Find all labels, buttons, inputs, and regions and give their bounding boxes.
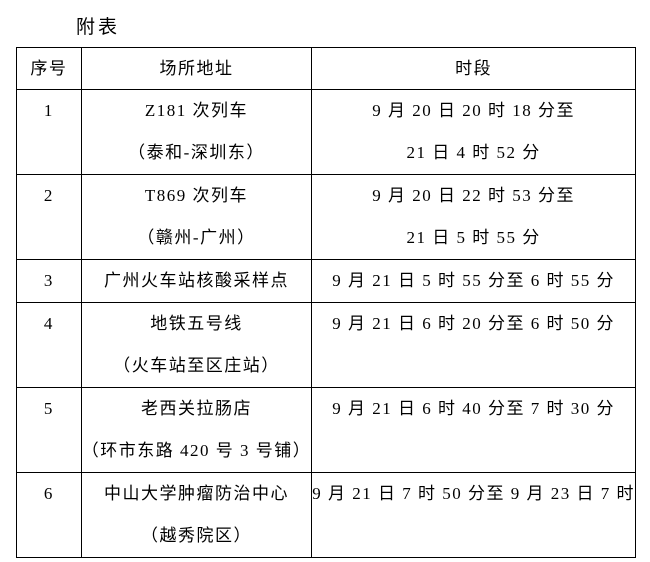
cell-place-line: （越秀院区） <box>141 526 252 545</box>
cell-place: 老西关拉肠店 （环市东路 420 号 3 号铺） <box>80 387 313 473</box>
cell-time: 9 月 20 日 22 时 53 分至 21 日 5 时 55 分 <box>311 174 636 260</box>
table-row: 1 Z181 次列车 （泰和-深圳东） 9 月 20 日 20 时 18 分至 21 日… <box>16 89 636 175</box>
cell-place-line: T869 次列车 <box>144 186 249 205</box>
cell-place-line: Z181 次列车 <box>144 101 249 120</box>
schedule-table: 序号 场所地址 时段 1 Z181 次列车 （泰和-深圳东） 9 月 20 日 20 … <box>16 47 636 558</box>
cell-time: 9 月 21 日 7 时 50 分至 9 月 23 日 7 时 <box>311 472 636 558</box>
cell-number: 6 <box>16 472 82 558</box>
cell-place: Z181 次列车 （泰和-深圳东） <box>80 89 313 175</box>
cell-time-line: 9 月 21 日 5 时 55 分至 6 时 55 分 <box>332 271 615 290</box>
table-row: 2 T869 次列车 （赣州-广州） 9 月 20 日 22 时 53 分至 21 日 … <box>16 174 636 260</box>
cell-place: T869 次列车 （赣州-广州） <box>80 174 313 260</box>
cell-time-line: 9 月 20 日 22 时 53 分至 <box>372 186 575 205</box>
cell-place: 地铁五号线 （火车站至区庄站） <box>80 302 313 388</box>
table-header-row: 序号 场所地址 时段 <box>16 47 636 90</box>
cell-number: 5 <box>16 387 82 473</box>
header-time: 时段 <box>311 47 636 90</box>
header-number: 序号 <box>16 47 82 90</box>
cell-time: 9 月 21 日 6 时 40 分至 7 时 30 分 <box>311 387 636 473</box>
cell-place-line: （泰和-深圳东） <box>128 143 265 162</box>
cell-time-line: 21 日 5 时 55 分 <box>406 228 541 247</box>
cell-time: 9 月 20 日 20 时 18 分至 21 日 4 时 52 分 <box>311 89 636 175</box>
cell-number: 1 <box>16 89 82 175</box>
cell-number: 2 <box>16 174 82 260</box>
table-row: 4 地铁五号线 （火车站至区庄站） 9 月 21 日 6 时 20 分至 6 时 50… <box>16 302 636 388</box>
cell-time-line: 9 月 21 日 6 时 20 分至 6 时 50 分 <box>332 314 615 333</box>
table-row: 5 老西关拉肠店 （环市东路 420 号 3 号铺） 9 月 21 日 6 时 40 … <box>16 387 636 473</box>
cell-place-line: 中山大学肿瘤防治中心 <box>104 484 289 503</box>
document-title: 附表 <box>76 17 121 38</box>
cell-number: 4 <box>16 302 82 388</box>
cell-number-line: 4 <box>43 314 54 333</box>
cell-number-line: 2 <box>43 186 54 205</box>
cell-place-line: 地铁五号线 <box>150 314 243 333</box>
cell-place: 广州火车站核酸采样点 <box>80 259 313 303</box>
cell-time-line: 21 日 4 时 52 分 <box>406 143 541 162</box>
header-place: 场所地址 <box>80 47 313 90</box>
cell-number-line: 5 <box>43 399 54 418</box>
cell-time-line: 9 月 21 日 6 时 40 分至 7 时 30 分 <box>332 399 615 418</box>
cell-time-line: 9 月 21 日 7 时 50 分至 9 月 23 日 7 时 <box>312 484 635 503</box>
cell-place-line: 广州火车站核酸采样点 <box>104 271 289 290</box>
cell-number-line: 6 <box>43 484 54 503</box>
table-row: 6 中山大学肿瘤防治中心 （越秀院区） 9 月 21 日 7 时 50 分至 9 月 … <box>16 472 636 558</box>
cell-number-line: 1 <box>43 101 54 120</box>
cell-time: 9 月 21 日 5 时 55 分至 6 时 55 分 <box>311 259 636 303</box>
cell-place-line: （火车站至区庄站） <box>113 356 280 375</box>
cell-time: 9 月 21 日 6 时 20 分至 6 时 50 分 <box>311 302 636 388</box>
cell-place-line: （赣州-广州） <box>137 228 256 247</box>
cell-place: 中山大学肿瘤防治中心 （越秀院区） <box>80 472 313 558</box>
cell-time-line: 9 月 20 日 20 时 18 分至 <box>372 101 575 120</box>
cell-number: 3 <box>16 259 82 303</box>
cell-place-line: 老西关拉肠店 <box>141 399 252 418</box>
cell-place-line: （环市东路 420 号 3 号铺） <box>81 441 312 460</box>
table-row: 3 广州火车站核酸采样点 9 月 21 日 5 时 55 分至 6 时 55 分 <box>16 259 636 303</box>
cell-number-line: 3 <box>43 271 54 290</box>
